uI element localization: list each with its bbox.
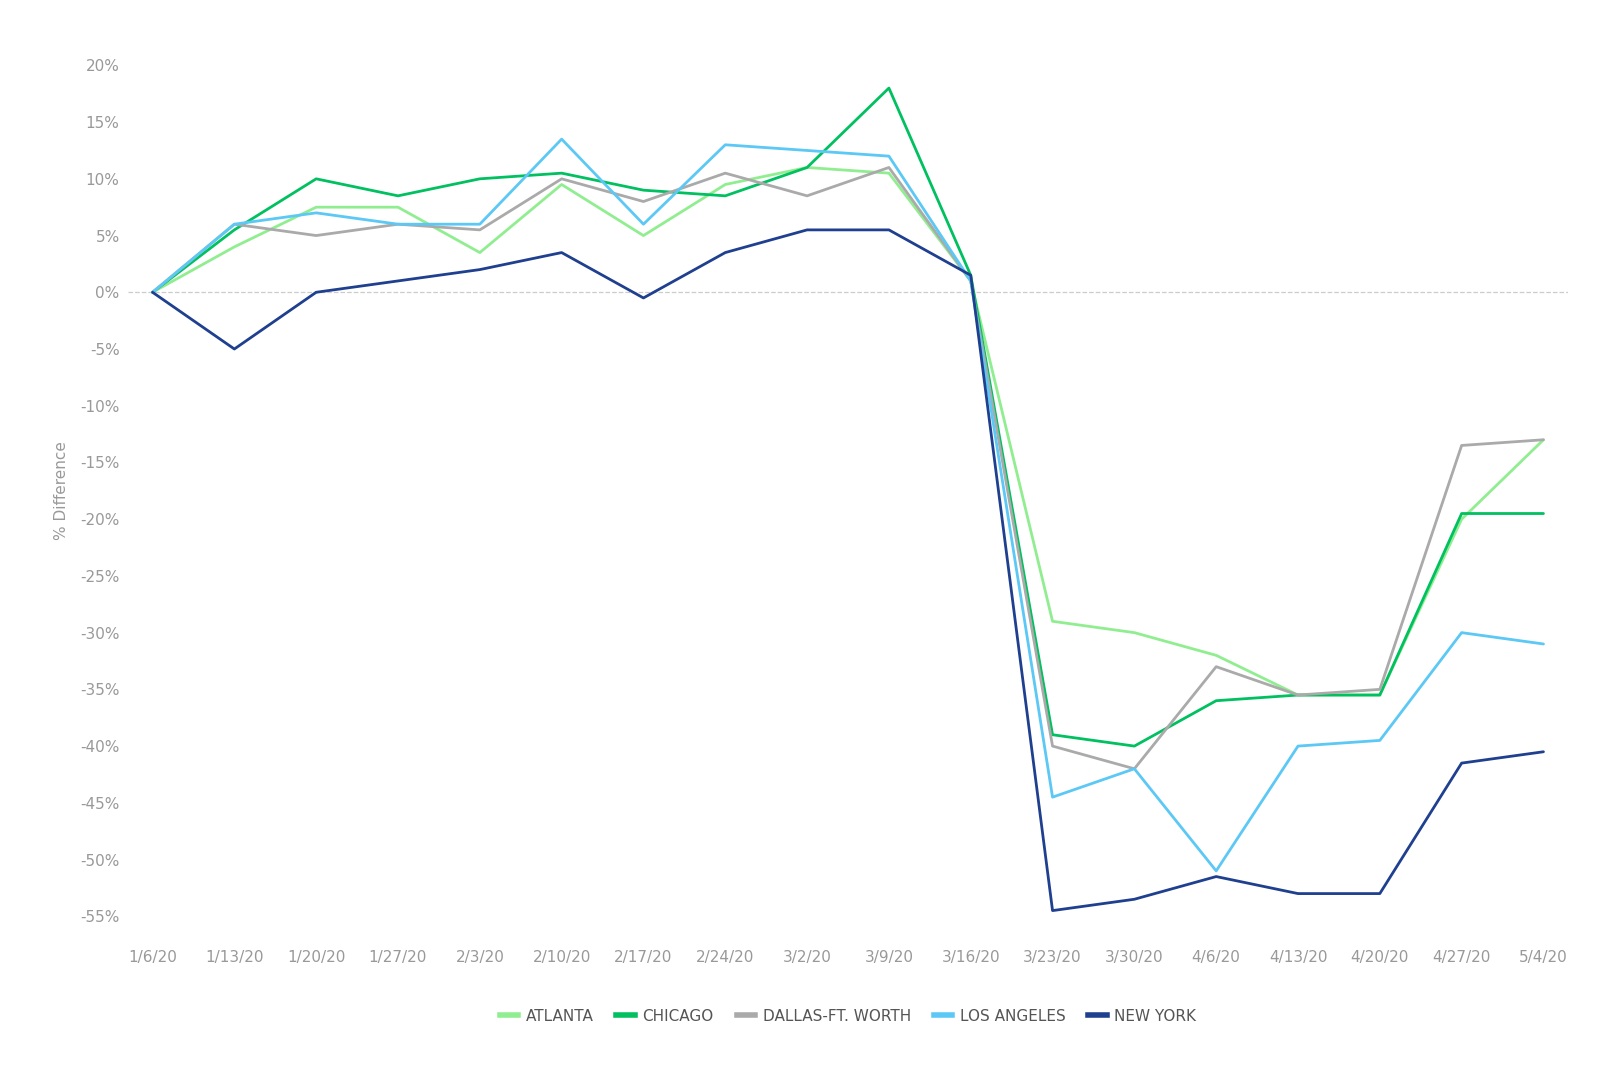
Y-axis label: % Difference: % Difference [54, 442, 69, 540]
Legend: ATLANTA, CHICAGO, DALLAS-FT. WORTH, LOS ANGELES, NEW YORK: ATLANTA, CHICAGO, DALLAS-FT. WORTH, LOS … [493, 1003, 1203, 1030]
